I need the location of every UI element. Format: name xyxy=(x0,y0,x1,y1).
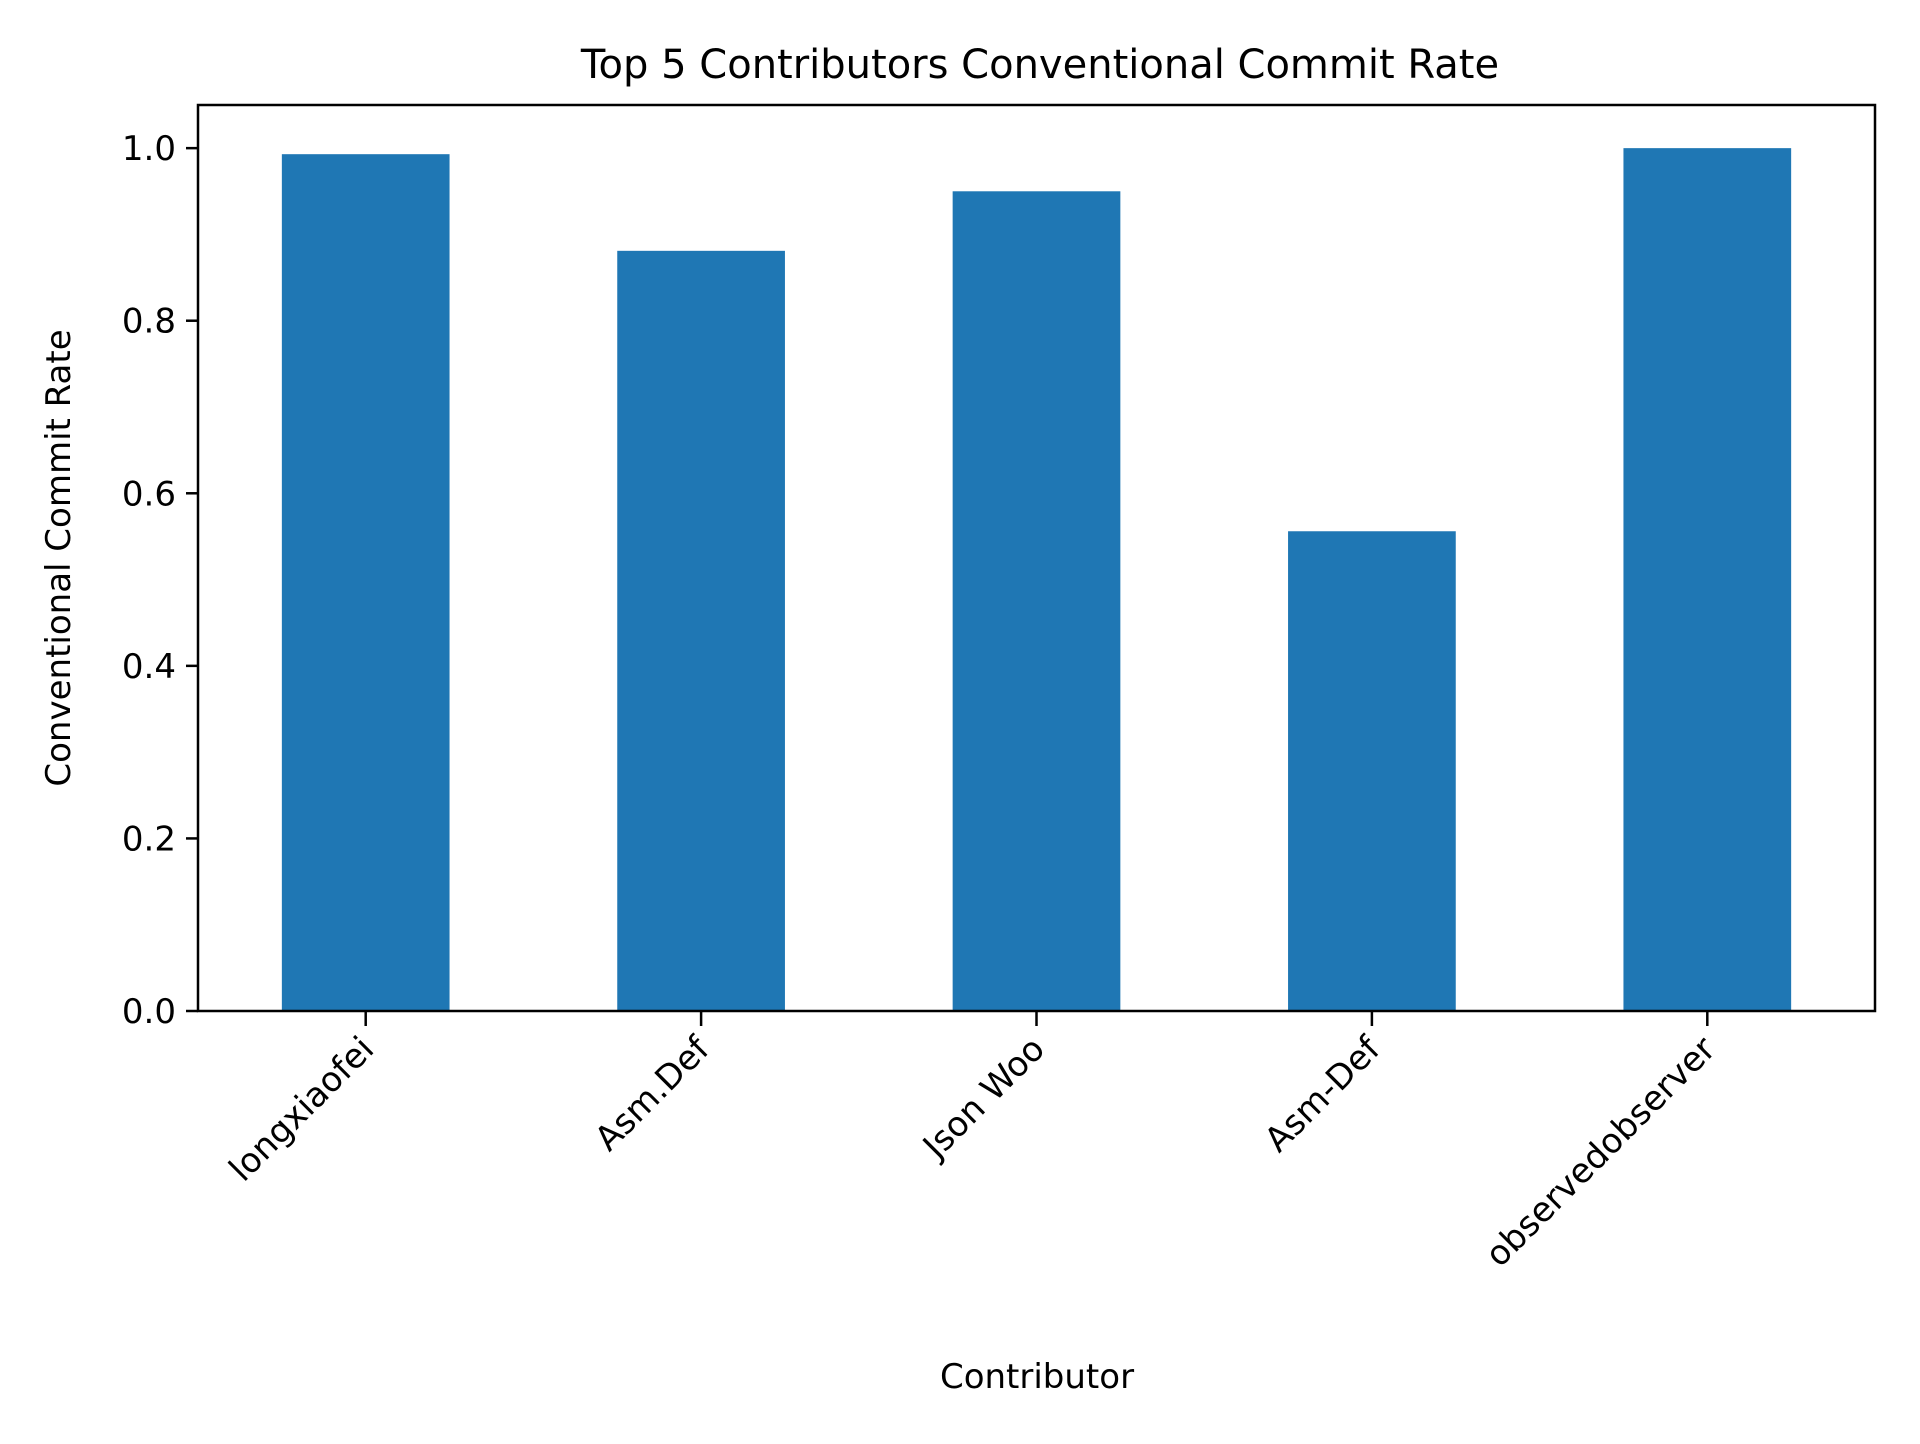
y-tick-label: 0.6 xyxy=(122,474,176,514)
plot-area: 0.00.20.40.60.81.0 longxiaofei Asm.Def Jso… xyxy=(122,103,1877,1275)
bar-asm-def xyxy=(617,250,785,1011)
axes-frame xyxy=(196,103,1877,1013)
y-tick-label: 0.4 xyxy=(122,647,176,687)
bars-group xyxy=(281,148,1792,1012)
bar-longxiaofei xyxy=(281,154,450,1011)
chart-title: Top 5 Contributors Conventional Commit R… xyxy=(580,42,1499,88)
y-tick-label: 0.2 xyxy=(122,819,176,859)
x-axis-label: Contributor xyxy=(940,1357,1134,1397)
bar-asm-def xyxy=(1288,531,1456,1011)
y-tick-label: 0.0 xyxy=(122,992,176,1032)
bar-observedobserver xyxy=(1623,148,1792,1012)
y-axis-label: Conventional Commit Rate xyxy=(39,329,79,786)
y-axis-ticks: 0.0 0.2 0.4 0.6 0.8 1.0 xyxy=(122,129,198,1032)
y-tick-label: 1.0 xyxy=(122,129,176,169)
bar-json-woo xyxy=(952,191,1121,1012)
y-tick-label: 0.8 xyxy=(122,302,176,342)
